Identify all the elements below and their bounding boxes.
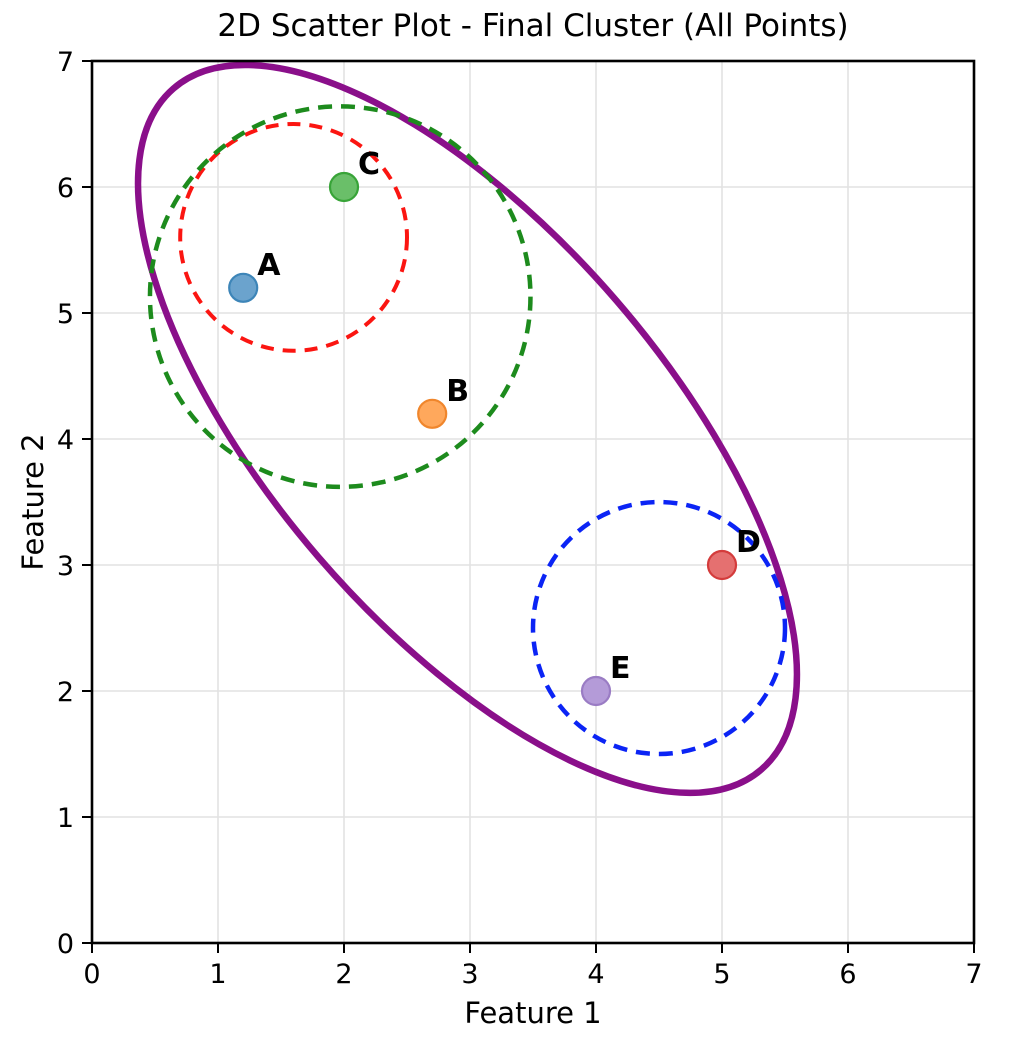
- point-label-A: A: [257, 248, 281, 283]
- point-C: [328, 171, 360, 203]
- y-tick-label: 5: [57, 299, 74, 330]
- plot-border: [90, 59, 976, 945]
- y-tick-label: 1: [57, 803, 74, 834]
- y-tick-label: 4: [57, 425, 74, 456]
- point-E: [580, 675, 612, 707]
- x-axis-label: Feature 1: [464, 996, 602, 1030]
- x-tick-label: 7: [965, 959, 982, 990]
- point-A: [228, 272, 259, 303]
- x-tick-label: 0: [83, 959, 100, 990]
- y-tick-label: 2: [57, 677, 74, 708]
- point-label-D: D: [736, 525, 761, 560]
- x-tick-label: 5: [713, 959, 730, 990]
- y-tick-label: 3: [57, 551, 74, 582]
- x-tick-label: 6: [839, 959, 856, 990]
- y-tick-label: 6: [57, 173, 74, 204]
- cluster-circle-green: [147, 104, 533, 490]
- point-label-B: B: [446, 374, 469, 409]
- point-D: [706, 549, 738, 581]
- x-tick-label: 4: [587, 959, 604, 990]
- y-tick-label: 0: [57, 929, 74, 960]
- cluster-circle-blue: [530, 499, 788, 757]
- point-label-E: E: [610, 651, 631, 686]
- y-axis-label: Feature 2: [16, 433, 50, 571]
- cluster-circle-red: [178, 121, 410, 353]
- point-label-C: C: [358, 147, 380, 182]
- point-B: [417, 398, 448, 429]
- chart-title: 2D Scatter Plot - Final Cluster (All Poi…: [217, 8, 849, 44]
- x-tick-label: 3: [461, 959, 478, 990]
- final-cluster-ellipse: [134, 61, 801, 797]
- x-tick-label: 2: [335, 959, 352, 990]
- y-tick-label: 7: [57, 47, 74, 78]
- x-tick-label: 1: [209, 959, 226, 990]
